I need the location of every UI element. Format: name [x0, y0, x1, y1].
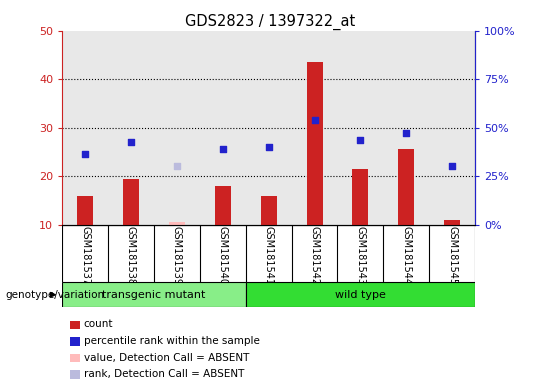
- Bar: [383, 31, 429, 225]
- Bar: [246, 31, 292, 225]
- Bar: [77, 195, 93, 225]
- Text: GSM181538: GSM181538: [126, 227, 136, 285]
- Bar: [353, 169, 368, 225]
- Text: rank, Detection Call = ABSENT: rank, Detection Call = ABSENT: [84, 369, 244, 379]
- Point: [310, 118, 319, 124]
- Bar: [169, 223, 185, 225]
- Point: [81, 151, 90, 157]
- Point: [448, 164, 456, 170]
- Bar: [444, 220, 460, 225]
- Point: [356, 137, 365, 143]
- Text: GSM181537: GSM181537: [80, 227, 90, 285]
- Text: transgenic mutant: transgenic mutant: [102, 290, 206, 300]
- Bar: [62, 282, 246, 307]
- Point: [218, 146, 227, 152]
- Bar: [200, 31, 246, 225]
- Bar: [108, 31, 154, 225]
- Bar: [123, 179, 139, 225]
- Point: [172, 164, 181, 170]
- Bar: [154, 31, 200, 225]
- Point: [126, 139, 135, 145]
- Text: GSM181542: GSM181542: [309, 227, 320, 285]
- Text: GSM181543: GSM181543: [355, 227, 366, 285]
- Text: count: count: [84, 319, 113, 329]
- Text: genotype/variation: genotype/variation: [5, 290, 105, 300]
- Bar: [62, 31, 108, 225]
- Bar: [399, 149, 414, 225]
- Text: GSM181545: GSM181545: [447, 227, 457, 285]
- Point: [402, 129, 410, 136]
- Bar: [169, 222, 185, 225]
- Bar: [338, 31, 383, 225]
- Text: percentile rank within the sample: percentile rank within the sample: [84, 336, 260, 346]
- Bar: [429, 31, 475, 225]
- Bar: [292, 31, 338, 225]
- Text: GSM181541: GSM181541: [264, 227, 274, 285]
- Text: GSM181540: GSM181540: [218, 227, 228, 285]
- Bar: [246, 282, 475, 307]
- Bar: [261, 195, 276, 225]
- Text: GSM181539: GSM181539: [172, 227, 182, 285]
- Bar: [215, 186, 231, 225]
- Text: GSM181544: GSM181544: [401, 227, 411, 285]
- Point: [265, 144, 273, 150]
- Text: value, Detection Call = ABSENT: value, Detection Call = ABSENT: [84, 353, 249, 362]
- Text: wild type: wild type: [335, 290, 386, 300]
- Bar: [307, 62, 322, 225]
- Text: GDS2823 / 1397322_at: GDS2823 / 1397322_at: [185, 13, 355, 30]
